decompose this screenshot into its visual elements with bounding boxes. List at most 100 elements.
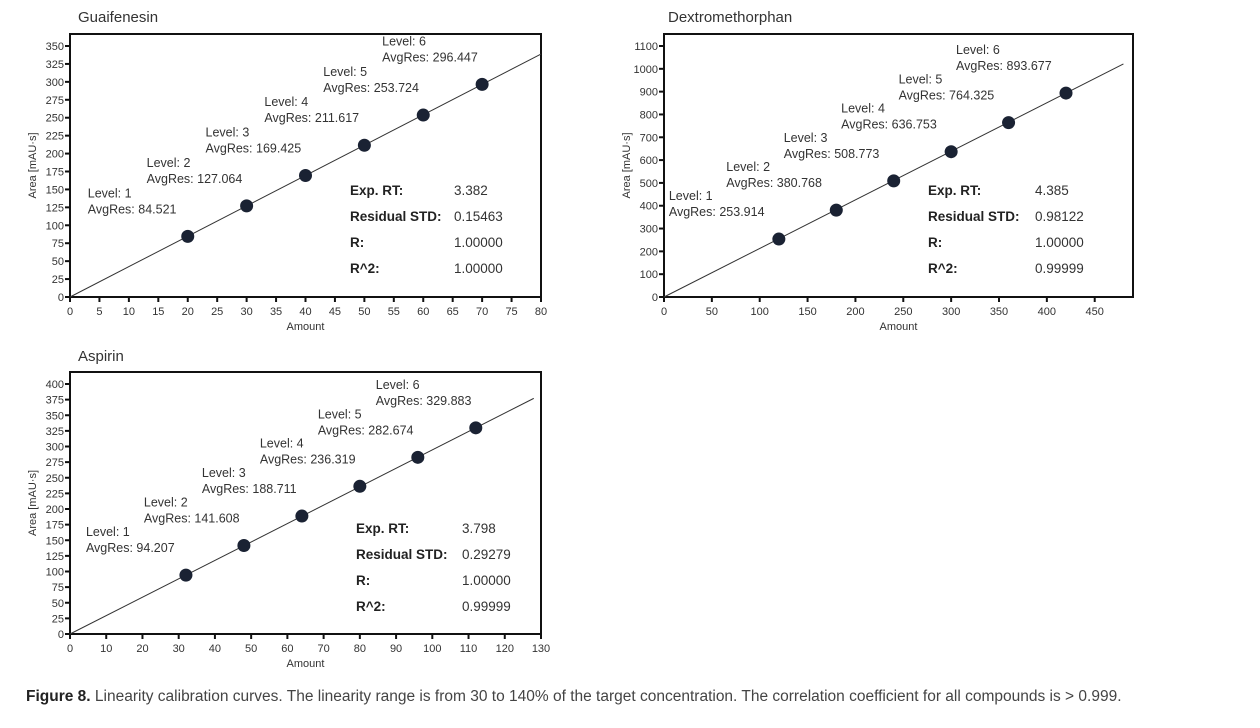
y-tick-label: 50 — [52, 598, 64, 610]
x-tick-label: 35 — [270, 306, 282, 318]
y-axis-label: Area [mAU·s] — [621, 132, 633, 198]
y-tick-label: 25 — [52, 613, 64, 625]
y-tick-label: 100 — [46, 220, 64, 232]
point-avgres-label: AvgRes: 636.753 — [841, 118, 937, 132]
x-tick-label: 20 — [136, 643, 148, 655]
y-tick-label: 225 — [46, 488, 64, 500]
plot-frame — [69, 371, 542, 635]
data-point — [887, 174, 901, 188]
data-point — [357, 138, 371, 152]
data-point — [179, 568, 193, 582]
y-axis-label: Area [mAU·s] — [27, 132, 39, 198]
x-tick-label: 0 — [67, 306, 73, 318]
point-avgres-label: AvgRes: 380.768 — [726, 176, 822, 190]
data-point — [181, 229, 195, 243]
point-avgres-label: AvgRes: 253.724 — [323, 81, 419, 95]
y-tick-label: 100 — [46, 567, 64, 579]
x-tick-label: 90 — [390, 643, 402, 655]
point-level-label: Level: 4 — [264, 95, 308, 109]
x-axis-label: Amount — [880, 321, 918, 333]
chart-aspirin: Aspirin025507510012515017520022525027530… — [27, 348, 550, 670]
y-tick-label: 350 — [46, 41, 64, 53]
x-tick-label: 50 — [358, 306, 370, 318]
y-tick-label: 1100 — [634, 41, 658, 53]
y-axis-label: Area [mAU·s] — [27, 470, 39, 536]
figure-label: Figure 8. — [26, 688, 91, 705]
chart-title: Guaifenesin — [78, 9, 158, 26]
data-point — [475, 77, 489, 91]
point-level-label: Level: 4 — [841, 102, 885, 116]
y-tick-label: 225 — [46, 131, 64, 143]
point-level-label: Level: 3 — [202, 466, 246, 480]
y-tick-label: 275 — [46, 95, 64, 107]
chart-title: Aspirin — [78, 348, 124, 365]
x-tick-label: 80 — [354, 643, 366, 655]
y-tick-label: 0 — [58, 292, 64, 304]
data-point — [944, 145, 958, 159]
point-level-label: Level: 6 — [376, 378, 420, 392]
x-tick-label: 100 — [423, 643, 441, 655]
y-tick-label: 250 — [46, 113, 64, 125]
y-tick-label: 400 — [640, 201, 658, 213]
y-tick-label: 200 — [46, 504, 64, 516]
point-avgres-label: AvgRes: 236.319 — [260, 452, 356, 466]
data-point — [353, 479, 367, 493]
y-tick-label: 125 — [46, 202, 64, 214]
figure-caption-text: Linearity calibration curves. The linear… — [90, 688, 1122, 705]
y-tick-label: 800 — [640, 109, 658, 121]
stat-key: R: — [928, 235, 942, 250]
y-tick-label: 300 — [640, 224, 658, 236]
x-tick-label: 70 — [317, 643, 329, 655]
y-tick-label: 1000 — [634, 64, 658, 76]
data-point — [295, 509, 309, 523]
point-level-label: Level: 5 — [318, 407, 362, 421]
figure-caption: Figure 8. Linearity calibration curves. … — [26, 688, 1122, 706]
x-tick-label: 0 — [67, 643, 73, 655]
point-avgres-label: AvgRes: 329.883 — [376, 394, 472, 408]
point-avgres-label: AvgRes: 893.677 — [956, 59, 1052, 73]
data-point — [829, 203, 843, 217]
x-axis-label: Amount — [287, 658, 325, 670]
y-tick-label: 125 — [46, 551, 64, 563]
stat-value: 0.99999 — [462, 599, 511, 614]
x-tick-label: 350 — [990, 306, 1008, 318]
x-tick-label: 30 — [241, 306, 253, 318]
point-avgres-label: AvgRes: 84.521 — [88, 202, 177, 216]
x-tick-label: 50 — [706, 306, 718, 318]
y-tick-label: 325 — [46, 426, 64, 438]
y-tick-label: 900 — [640, 87, 658, 99]
stat-value: 0.15463 — [454, 209, 503, 224]
y-tick-label: 0 — [58, 629, 64, 641]
y-tick-label: 400 — [46, 379, 64, 391]
x-axis-label: Amount — [287, 321, 325, 333]
data-point — [1002, 116, 1016, 130]
y-tick-label: 300 — [46, 442, 64, 454]
data-point — [1059, 86, 1073, 100]
stat-key: Residual STD: — [356, 547, 448, 562]
chart-guaifenesin: Guaifenesin02550751001251501752002252502… — [27, 9, 547, 333]
data-point — [772, 232, 786, 246]
plot-frame — [663, 33, 1134, 298]
data-point — [237, 538, 251, 552]
x-tick-label: 10 — [100, 643, 112, 655]
x-tick-label: 300 — [942, 306, 960, 318]
point-avgres-label: AvgRes: 764.325 — [899, 89, 995, 103]
stat-value: 0.29279 — [462, 547, 511, 562]
point-level-label: Level: 3 — [206, 125, 250, 139]
point-avgres-label: AvgRes: 282.674 — [318, 423, 414, 437]
x-tick-label: 10 — [123, 306, 135, 318]
y-tick-label: 75 — [52, 582, 64, 594]
stat-key: Exp. RT: — [928, 183, 981, 198]
data-point — [416, 108, 430, 122]
x-tick-label: 55 — [388, 306, 400, 318]
y-tick-label: 600 — [640, 155, 658, 167]
stat-key: Exp. RT: — [350, 183, 403, 198]
y-tick-label: 275 — [46, 457, 64, 469]
stat-value: 0.98122 — [1035, 209, 1084, 224]
point-level-label: Level: 4 — [260, 436, 304, 450]
x-tick-label: 5 — [96, 306, 102, 318]
y-tick-label: 50 — [52, 256, 64, 268]
y-tick-label: 200 — [46, 149, 64, 161]
point-level-label: Level: 1 — [669, 189, 713, 203]
